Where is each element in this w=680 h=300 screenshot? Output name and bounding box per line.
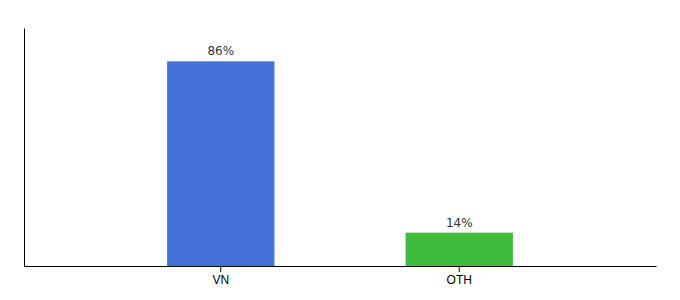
data-label: 14% xyxy=(446,216,473,230)
x-tick-mark xyxy=(220,266,221,272)
x-tick: VN xyxy=(212,266,229,287)
chart-svg: VN OTH 86% 14% xyxy=(0,0,680,300)
y-axis-line xyxy=(24,29,25,267)
x-tick-mark xyxy=(459,266,460,272)
bars xyxy=(167,61,513,266)
bar xyxy=(167,61,274,266)
bar xyxy=(406,233,513,266)
x-tick-label: OTH xyxy=(447,273,472,287)
data-labels: 86% 14% xyxy=(207,44,472,229)
x-tick-label: VN xyxy=(212,273,229,287)
data-label: 86% xyxy=(207,44,234,58)
y-axis xyxy=(24,29,25,267)
chart-container: VN OTH 86% 14% xyxy=(0,0,680,300)
x-axis-line xyxy=(25,266,657,267)
x-tick: OTH xyxy=(447,266,472,287)
plot-area: VN OTH 86% 14% xyxy=(25,29,657,287)
x-axis: VN OTH xyxy=(25,266,657,287)
